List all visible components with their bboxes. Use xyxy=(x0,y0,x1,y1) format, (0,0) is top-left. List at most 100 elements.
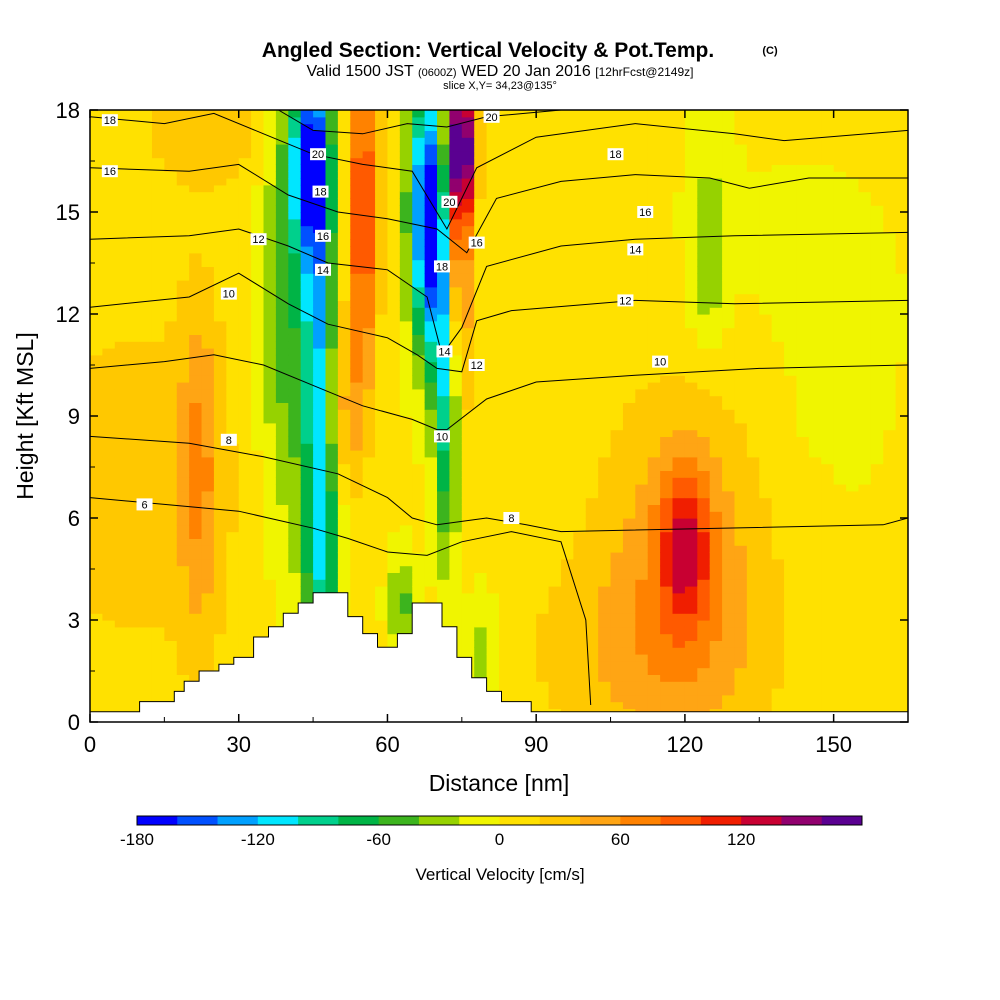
velocity-cell xyxy=(461,191,475,199)
velocity-cell xyxy=(461,178,475,186)
velocity-cell xyxy=(362,184,376,193)
velocity-cell xyxy=(313,524,327,533)
velocity-cell xyxy=(90,225,103,233)
velocity-cell xyxy=(709,429,723,437)
velocity-cell xyxy=(660,314,674,322)
velocity-cell xyxy=(746,484,760,492)
velocity-cell xyxy=(387,368,401,376)
velocity-cell xyxy=(362,361,376,369)
velocity-cell xyxy=(300,191,314,199)
velocity-cell xyxy=(722,450,736,458)
velocity-cell xyxy=(499,416,512,424)
velocity-cell xyxy=(474,212,488,220)
velocity-cell xyxy=(660,524,674,533)
velocity-cell xyxy=(437,225,451,233)
velocity-cell xyxy=(251,477,265,485)
velocity-cell xyxy=(660,429,674,437)
velocity-cell xyxy=(684,436,698,444)
velocity-cell xyxy=(350,307,364,315)
velocity-cell xyxy=(238,144,252,152)
velocity-cell xyxy=(313,198,327,206)
velocity-cell xyxy=(213,137,227,145)
velocity-cell xyxy=(362,123,376,131)
velocity-cell xyxy=(164,484,178,492)
velocity-cell xyxy=(300,341,314,349)
velocity-cell xyxy=(151,518,165,526)
velocity-cell xyxy=(151,592,165,601)
velocity-cell xyxy=(722,341,736,349)
velocity-cell xyxy=(511,667,525,675)
velocity-cell xyxy=(139,314,153,322)
velocity-cell xyxy=(474,164,488,172)
velocity-cell xyxy=(325,463,339,471)
velocity-cell xyxy=(387,620,401,628)
velocity-cell xyxy=(275,504,289,512)
velocity-cell xyxy=(449,620,463,628)
velocity-cell xyxy=(337,307,351,315)
velocity-cell xyxy=(672,518,686,526)
velocity-cell xyxy=(102,463,116,471)
velocity-cell xyxy=(573,110,587,118)
velocity-cell xyxy=(90,123,103,131)
velocity-cell xyxy=(189,178,203,186)
velocity-cell xyxy=(263,252,277,261)
velocity-cell xyxy=(288,395,302,403)
velocity-cell xyxy=(251,395,265,403)
velocity-cell xyxy=(102,123,116,131)
velocity-cell xyxy=(622,660,636,669)
velocity-cell xyxy=(300,558,314,567)
velocity-cell xyxy=(573,518,587,526)
velocity-cell xyxy=(164,436,178,444)
velocity-cell xyxy=(337,164,351,172)
velocity-cell xyxy=(238,348,252,356)
velocity-cell xyxy=(213,497,227,505)
velocity-cell xyxy=(610,504,624,512)
velocity-cell xyxy=(684,341,698,349)
velocity-cell xyxy=(387,538,401,546)
velocity-cell xyxy=(176,592,190,601)
velocity-cell xyxy=(350,538,364,546)
velocity-cell xyxy=(114,198,128,206)
velocity-cell xyxy=(672,157,686,165)
velocity-cell xyxy=(449,144,463,152)
velocity-cell xyxy=(288,239,302,247)
velocity-cell xyxy=(486,191,500,199)
velocity-cell xyxy=(238,341,252,349)
velocity-cell xyxy=(598,524,612,533)
velocity-cell xyxy=(709,565,723,573)
velocity-cell xyxy=(486,558,500,567)
velocity-cell xyxy=(536,144,550,152)
velocity-cell xyxy=(672,477,686,485)
velocity-cell xyxy=(536,266,550,274)
velocity-cell xyxy=(412,558,426,567)
velocity-cell xyxy=(164,259,178,267)
velocity-cell xyxy=(375,477,389,485)
velocity-cell xyxy=(759,565,773,573)
velocity-cell xyxy=(313,579,327,587)
velocity-cell xyxy=(313,511,327,519)
velocity-cell xyxy=(189,232,203,240)
velocity-cell xyxy=(263,259,277,267)
velocity-cell xyxy=(598,409,612,417)
velocity-cell xyxy=(437,164,451,172)
velocity-cell xyxy=(399,402,413,410)
velocity-cell xyxy=(263,341,277,349)
velocity-cell xyxy=(598,688,612,696)
velocity-cell xyxy=(697,450,711,458)
velocity-cell xyxy=(734,674,748,682)
velocity-cell xyxy=(387,314,401,322)
velocity-cell xyxy=(598,470,612,478)
velocity-cell xyxy=(511,681,525,689)
velocity-cell xyxy=(523,565,537,573)
velocity-cell xyxy=(213,239,227,247)
velocity-cell xyxy=(213,164,227,172)
velocity-cell xyxy=(412,477,426,485)
velocity-cell xyxy=(499,572,512,580)
velocity-cell xyxy=(474,123,488,131)
velocity-cell xyxy=(412,198,426,206)
velocity-cell xyxy=(548,171,562,179)
velocity-cell xyxy=(151,504,165,512)
velocity-cell xyxy=(201,252,215,261)
velocity-cell xyxy=(672,660,686,669)
velocity-cell xyxy=(201,429,215,437)
